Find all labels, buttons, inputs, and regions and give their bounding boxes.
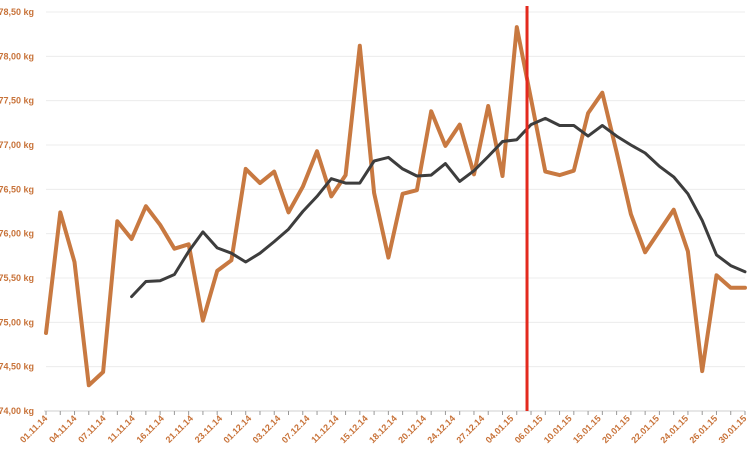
series [44,25,747,388]
y-tick-label: 75,50 kg [0,273,34,283]
x-tick-labels: 01.11.1404.11.1407.11.1411.11.1416.11.14… [18,413,748,445]
x-axis [44,410,746,415]
x-tick-label: 30.01.15 [717,413,748,445]
x-tick-label: 24.01.15 [658,413,690,445]
x-tick-label: 11.12.14 [309,413,340,444]
x-tick-label: 15.01.15 [571,413,603,445]
x-tick-label: 07.11.14 [76,413,107,444]
y-tick-label: 76,50 kg [0,184,34,194]
x-tick-label: 18.12.14 [367,413,399,445]
x-tick-label: 22.01.15 [629,413,661,445]
gridlines [46,11,745,368]
x-tick-label: 01.11.14 [18,413,49,444]
x-tick-label: 27.12.14 [454,413,486,445]
x-tick-label: 04.01.15 [484,413,516,445]
x-tick-label: 20.01.15 [600,413,632,445]
x-tick-label: 20.12.14 [396,413,428,445]
y-tick-label: 74,50 kg [0,362,34,372]
y-tick-label: 77,50 kg [0,96,34,106]
x-tick-label: 15.12.14 [338,413,370,445]
series-line-weight [44,25,747,388]
y-tick-label: 78,50 kg [0,7,34,17]
x-tick-label: 01.12.14 [221,413,253,445]
y-tick-label: 74,00 kg [0,406,34,416]
y-tick-label: 76,00 kg [0,229,34,239]
x-tick-label: 26.01.15 [687,413,719,445]
x-tick-label: 07.12.14 [280,413,312,445]
x-tick-label: 04.11.14 [47,413,78,444]
y-axis: 74,00 kg 74,50 kg 75,00 kg 75,50 kg 76,00 kg… [0,7,34,416]
x-tick-label: 06.01.15 [513,413,545,445]
x-tick-label: 16.11.14 [134,413,165,444]
y-tick-label: 78,00 kg [0,51,34,61]
x-tick-label: 03.12.14 [251,413,283,445]
x-tick-label: 10.01.15 [542,413,574,445]
y-tick-label: 75,00 kg [0,317,34,327]
x-tick-label: 24.12.14 [425,413,457,445]
x-tick-label: 23.11.14 [193,413,224,444]
x-tick-label: 11.11.14 [106,413,137,444]
x-tick-label: 21.11.14 [164,413,195,444]
series-line-trend [130,116,747,299]
y-tick-label: 77,00 kg [0,140,34,150]
